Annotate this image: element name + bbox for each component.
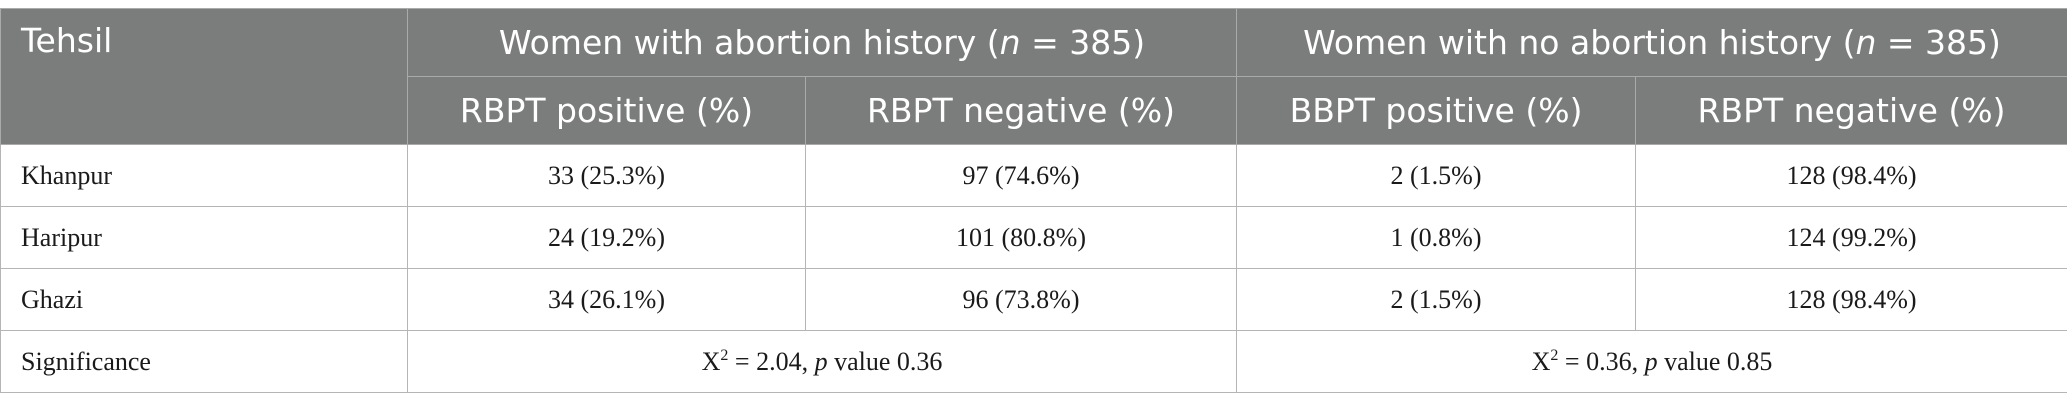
table-cell: 2 (1.5%) — [1236, 268, 1637, 331]
chi-statistic: = 2.04, — [728, 346, 815, 376]
table-cell: 1 (0.8%) — [1236, 206, 1637, 269]
chi-superscript: 2 — [1550, 346, 1559, 364]
header-group-no-abortion-history: Women with no abortion history (n = 385) — [1236, 8, 2067, 77]
significance-row: Significance X2 = 2.04, p value 0.36 X2 … — [0, 330, 2067, 393]
header-subcol: RBPT negative (%) — [804, 76, 1238, 145]
header-row-groups: Tehsil Women with abortion history (n = … — [0, 8, 2067, 145]
table-cell: 34 (26.1%) — [407, 268, 806, 331]
header-subcol: RBPT positive (%) — [407, 76, 806, 145]
data-table: Tehsil Women with abortion history (n = … — [0, 8, 2067, 393]
significance-group2: X2 = 0.36, p value 0.85 — [1236, 330, 2067, 393]
table-cell: 33 (25.3%) — [407, 144, 806, 207]
table-row: Khanpur 33 (25.3%) 97 (74.6%) 2 (1.5%) 1… — [0, 144, 2067, 207]
table-cell: 101 (80.8%) — [804, 206, 1238, 269]
header-group-abortion-history-text: Women with abortion history ( — [498, 23, 1000, 62]
table-cell: 128 (98.4%) — [1635, 268, 2067, 331]
table-cell: 124 (99.2%) — [1635, 206, 2067, 269]
table-row: Haripur 24 (19.2%) 101 (80.8%) 1 (0.8%) … — [0, 206, 2067, 269]
significance-label: Significance — [0, 330, 408, 393]
chi-symbol: X — [701, 346, 721, 376]
p-symbol: p — [814, 346, 828, 376]
chi-superscript: 2 — [720, 346, 729, 364]
table-row: Ghazi 34 (26.1%) 96 (73.8%) 2 (1.5%) 128… — [0, 268, 2067, 331]
row-label: Haripur — [0, 206, 408, 269]
header-tehsil: Tehsil — [0, 8, 408, 145]
row-label: Ghazi — [0, 268, 408, 331]
table-cell: 97 (74.6%) — [804, 144, 1238, 207]
significance-group1: X2 = 2.04, p value 0.36 — [406, 330, 1238, 393]
chi-statistic: = 0.36, — [1558, 346, 1645, 376]
table-cell: 24 (19.2%) — [407, 206, 806, 269]
header-group-no-abortion-history-count: = 385) — [1876, 23, 2001, 62]
header-row-subcolumns: RBPT positive (%) RBPT negative (%) BBPT… — [1, 76, 2067, 145]
p-value-text: value 0.36 — [827, 346, 943, 376]
header-subcol: BBPT positive (%) — [1236, 76, 1637, 145]
header-group-no-abortion-history-text: Women with no abortion history ( — [1303, 23, 1856, 62]
header-subcol: RBPT negative (%) — [1635, 76, 2067, 145]
p-value-text: value 0.85 — [1657, 346, 1773, 376]
table-cell: 128 (98.4%) — [1635, 144, 2067, 207]
header-group-abortion-history-count: = 385) — [1020, 23, 1146, 62]
header-group-abortion-history-n: n — [999, 23, 1021, 62]
chi-symbol: X — [1531, 346, 1551, 376]
table-cell: 96 (73.8%) — [804, 268, 1238, 331]
header-group-no-abortion-history-n: n — [1855, 23, 1877, 62]
p-symbol: p — [1644, 346, 1658, 376]
table-body: Khanpur 33 (25.3%) 97 (74.6%) 2 (1.5%) 1… — [0, 144, 2067, 393]
table-header: Tehsil Women with abortion history (n = … — [0, 8, 2067, 145]
row-label: Khanpur — [0, 144, 408, 207]
table-cell: 2 (1.5%) — [1236, 144, 1637, 207]
header-group-abortion-history: Women with abortion history (n = 385) — [406, 8, 1238, 77]
